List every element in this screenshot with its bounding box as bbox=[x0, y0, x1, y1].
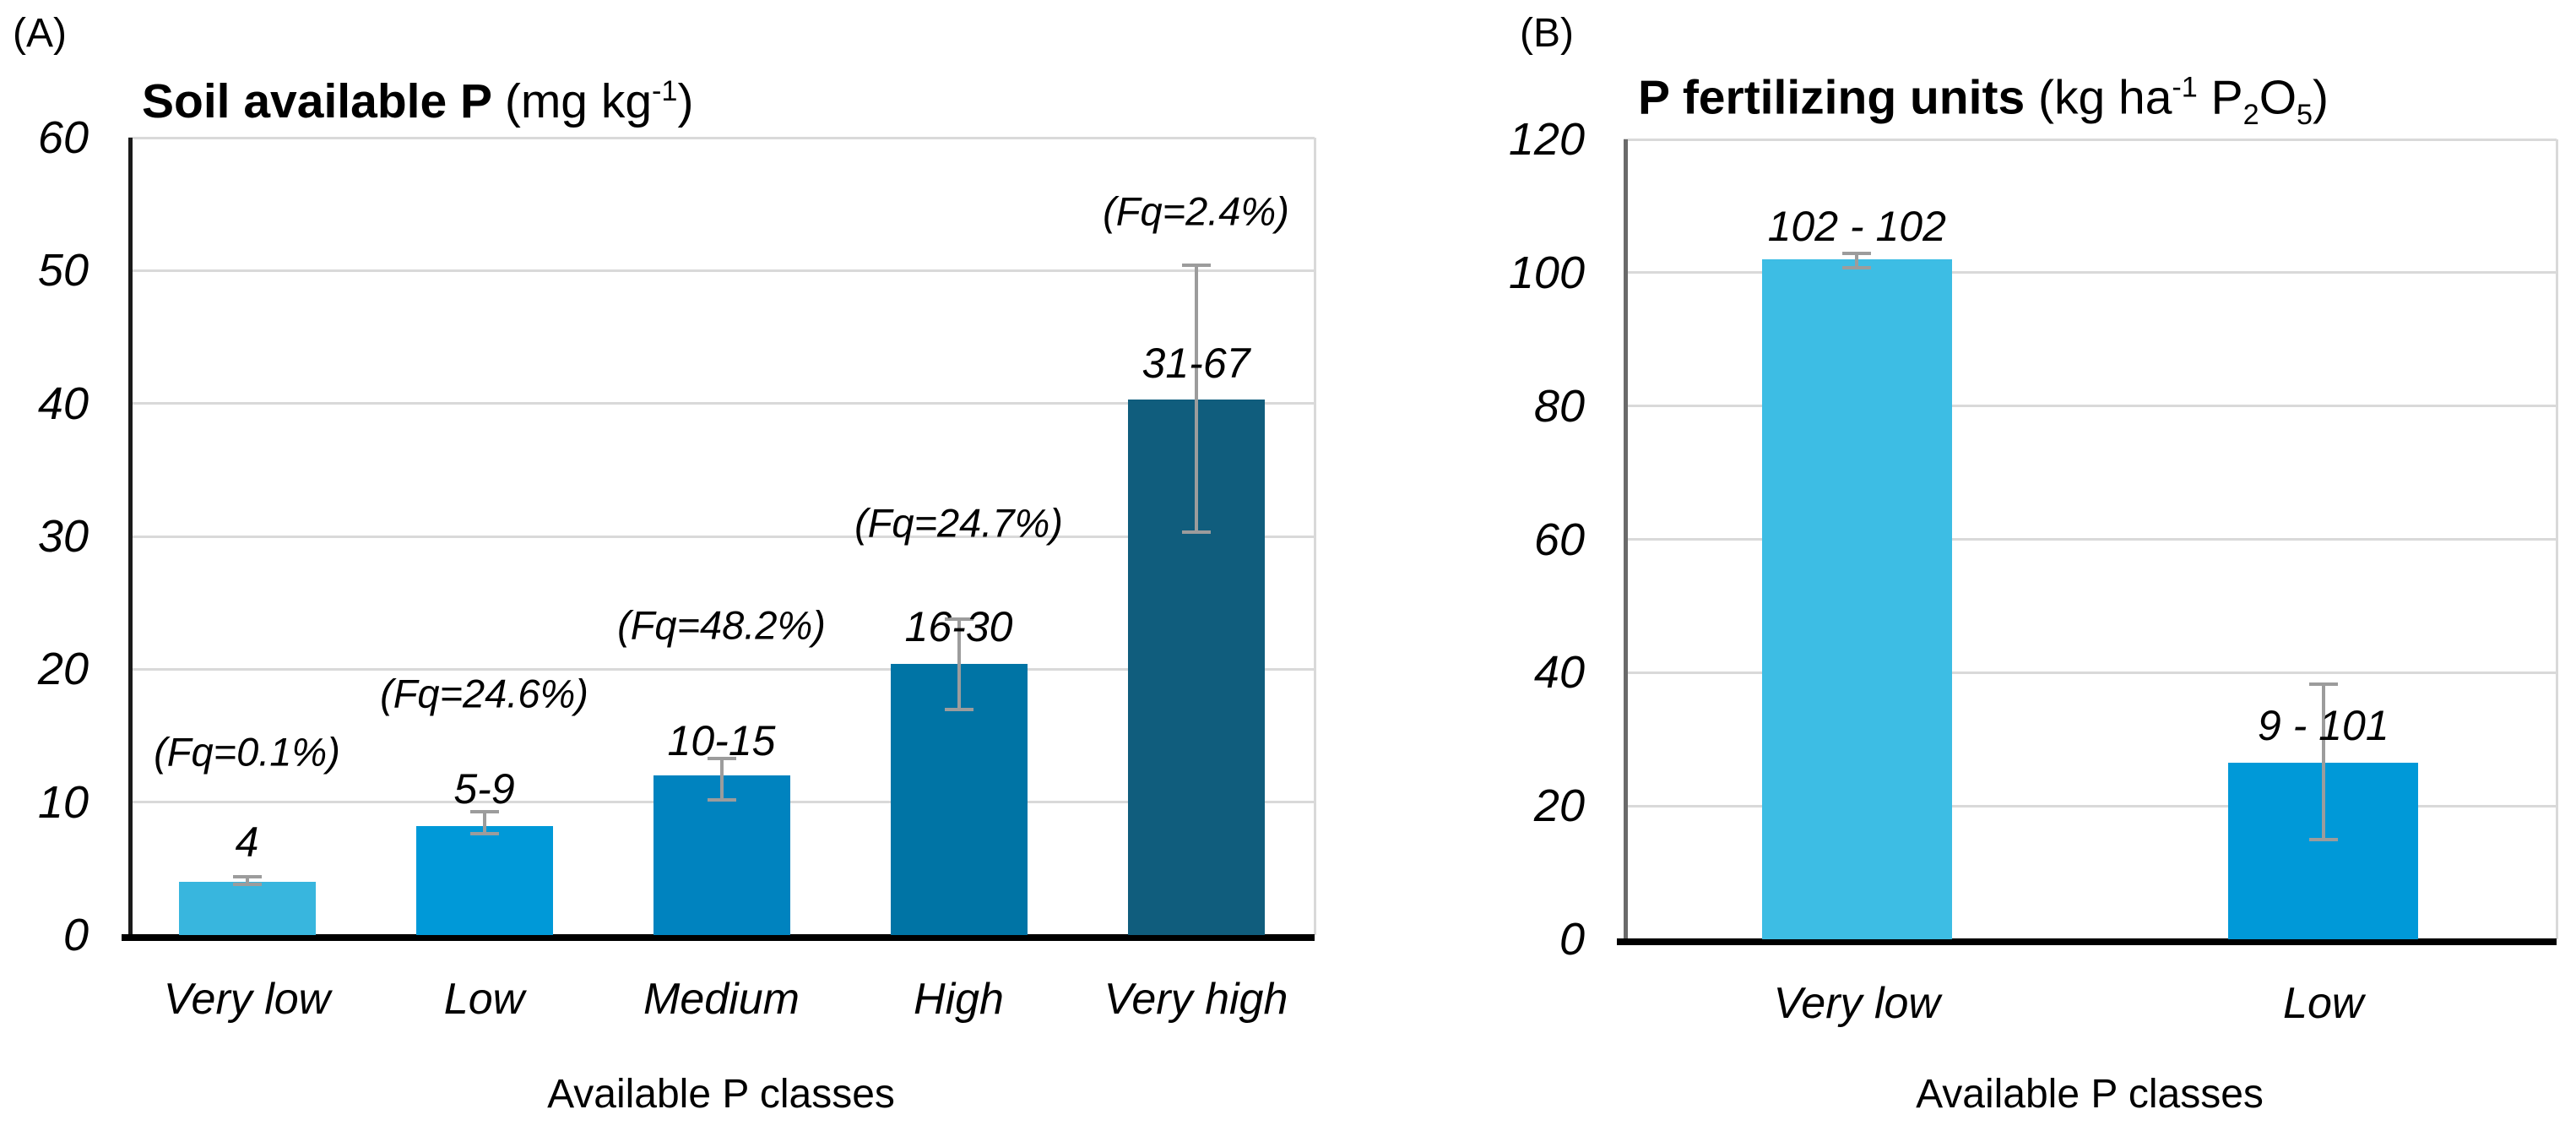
panel-b-title: P fertilizing units (kg ha-1 P2O5) bbox=[1638, 73, 2329, 130]
panel-a-bar-range-label-very-high: 31-67 bbox=[1142, 340, 1250, 388]
panel-a-x-axis-line bbox=[122, 934, 1315, 941]
panel-b-title-part: ) bbox=[2313, 70, 2329, 125]
panel-a-title-part: ) bbox=[677, 74, 694, 128]
panel-b-y-tick-20: 20 bbox=[1533, 780, 1585, 832]
panel-a-fq-label-very-high: (Fq=2.4%) bbox=[1103, 188, 1289, 234]
panel-b-gridline-60 bbox=[1624, 538, 2557, 541]
panel-b-y-tick-60: 60 bbox=[1533, 514, 1585, 565]
panel-a-error-bar-line-high bbox=[957, 618, 961, 710]
panel-a-y-tick-0: 0 bbox=[62, 910, 89, 960]
panel-b-gridline-100 bbox=[1624, 271, 2557, 275]
panel-b-bar-range-label-low: 9 - 101 bbox=[2257, 702, 2389, 750]
panel-a-plot-right-border bbox=[1313, 138, 1316, 935]
panel-a-gridline-30 bbox=[128, 535, 1315, 538]
panel-a-bar-range-label-low: 5-9 bbox=[453, 764, 515, 813]
panel-a-xaxis-title: Available P classes bbox=[547, 1072, 895, 1117]
panel-b-title-part: 2 bbox=[2242, 99, 2259, 132]
panel-b-y-tick-120: 120 bbox=[1508, 114, 1585, 165]
panel-b-title-part: -1 bbox=[2172, 71, 2198, 104]
panel-a-category-label-very-high: Very high bbox=[1104, 975, 1288, 1024]
panel-b-gridline-20 bbox=[1624, 804, 2557, 807]
panel-b-x-axis-line bbox=[1617, 938, 2557, 945]
panel-b-letter: (B) bbox=[1520, 11, 1574, 56]
panel-b-y-axis-line bbox=[1624, 139, 1628, 943]
panel-a-y-axis-line bbox=[128, 138, 133, 938]
panel-a-bar-very-low bbox=[178, 882, 316, 935]
panel-a-title-part: (mg kg bbox=[504, 74, 653, 128]
panel-b-category-label-very-low: Very low bbox=[1773, 979, 1940, 1028]
panel-b-title-part: P fertilizing units bbox=[1638, 70, 2038, 125]
panel-a-error-bar-line-low bbox=[482, 811, 486, 835]
panel-b-error-bar-line-very-low bbox=[1855, 253, 1859, 268]
panel-b-title-part: P bbox=[2197, 70, 2243, 125]
panel-a-category-label-medium: Medium bbox=[643, 975, 800, 1024]
panel-b-plot-right-border bbox=[2555, 139, 2558, 939]
panel-a-y-tick-20: 20 bbox=[37, 644, 89, 695]
panel-a-gridline-40 bbox=[128, 402, 1315, 405]
panel-a-gridline-60 bbox=[128, 136, 1315, 139]
panel-b-gridline-80 bbox=[1624, 405, 2557, 408]
panel-b-error-bar-line-low bbox=[2321, 683, 2325, 840]
panel-a-title: Soil available P (mg kg-1) bbox=[142, 77, 693, 126]
panel-a-error-bar-line-very-low bbox=[245, 876, 249, 885]
panel-a-category-label-low: Low bbox=[443, 975, 525, 1024]
panel-a-bar-low bbox=[415, 825, 553, 935]
panel-b-gridline-120 bbox=[1624, 138, 2557, 141]
panel-a-category-label-high: High bbox=[914, 975, 1004, 1024]
panel-a-gridline-50 bbox=[128, 269, 1315, 272]
panel-a-fq-label-low: (Fq=24.6%) bbox=[380, 671, 588, 716]
panel-b-error-bar-cap-top-low bbox=[2308, 682, 2338, 686]
panel-b-gridline-40 bbox=[1624, 671, 2557, 674]
panel-a-error-bar-cap-top-medium bbox=[707, 756, 736, 760]
panel-b-error-bar-cap-bottom-very-low bbox=[1842, 265, 1872, 269]
panel-b-y-tick-80: 80 bbox=[1533, 380, 1585, 432]
panel-b-xaxis-title: Available P classes bbox=[1916, 1072, 2264, 1117]
panel-b-y-tick-0: 0 bbox=[1559, 914, 1585, 965]
panel-a-fq-label-high: (Fq=24.7%) bbox=[854, 500, 1063, 546]
panel-a-y-tick-30: 30 bbox=[37, 511, 89, 562]
panel-a-error-bar-cap-top-very-high bbox=[1181, 264, 1211, 268]
panel-a-error-bar-cap-bottom-medium bbox=[707, 797, 736, 802]
panel-b-error-bar-cap-top-very-low bbox=[1842, 251, 1872, 255]
panel-a-fq-label-very-low: (Fq=0.1%) bbox=[154, 729, 340, 775]
panel-a-error-bar-cap-bottom-very-high bbox=[1181, 530, 1211, 535]
panel-b-title-part: (kg ha bbox=[2037, 70, 2172, 125]
panel-a-error-bar-line-very-high bbox=[1194, 265, 1198, 533]
panel-b-bar-range-label-very-low: 102 - 102 bbox=[1767, 202, 1946, 250]
panel-a-gridline-20 bbox=[128, 667, 1315, 671]
panel-a-bar-range-label-very-low: 4 bbox=[235, 818, 259, 866]
panel-a-error-bar-cap-bottom-very-low bbox=[232, 883, 262, 887]
panel-a-y-tick-10: 10 bbox=[37, 776, 89, 828]
panel-a-bar-range-label-medium: 10-15 bbox=[667, 717, 776, 765]
panel-b-y-tick-40: 40 bbox=[1533, 647, 1585, 699]
panel-a-error-bar-cap-bottom-high bbox=[944, 707, 973, 711]
panel-b-error-bar-cap-bottom-low bbox=[2308, 837, 2338, 841]
panel-b-title-part: 5 bbox=[2297, 99, 2313, 132]
panel-b-title-part: O bbox=[2259, 70, 2297, 125]
panel-b-y-tick-100: 100 bbox=[1508, 247, 1585, 298]
panel-a-y-tick-40: 40 bbox=[37, 378, 89, 429]
panel-b-category-label-low: Low bbox=[2283, 979, 2364, 1028]
panel-a-bar-medium bbox=[653, 775, 790, 935]
panel-a-fq-label-medium: (Fq=48.2%) bbox=[617, 602, 826, 648]
panel-a-error-bar-line-medium bbox=[719, 758, 724, 800]
panel-b-bar-very-low bbox=[1761, 259, 1952, 939]
panel-a-error-bar-cap-top-high bbox=[944, 617, 973, 621]
panel-a-error-bar-cap-top-low bbox=[469, 809, 499, 813]
panel-a-bar-range-label-high: 16-30 bbox=[904, 602, 1013, 650]
panel-a-category-label-very-low: Very low bbox=[163, 975, 331, 1024]
panel-a-y-tick-60: 60 bbox=[37, 112, 89, 163]
panel-a-title-part: -1 bbox=[652, 75, 678, 107]
panel-a-error-bar-cap-top-very-low bbox=[232, 874, 262, 878]
panel-a-title-part: Soil available P bbox=[142, 74, 505, 128]
panel-a-y-tick-50: 50 bbox=[37, 245, 89, 296]
panel-a-error-bar-cap-bottom-low bbox=[469, 832, 499, 836]
panel-a-letter: (A) bbox=[13, 11, 67, 56]
